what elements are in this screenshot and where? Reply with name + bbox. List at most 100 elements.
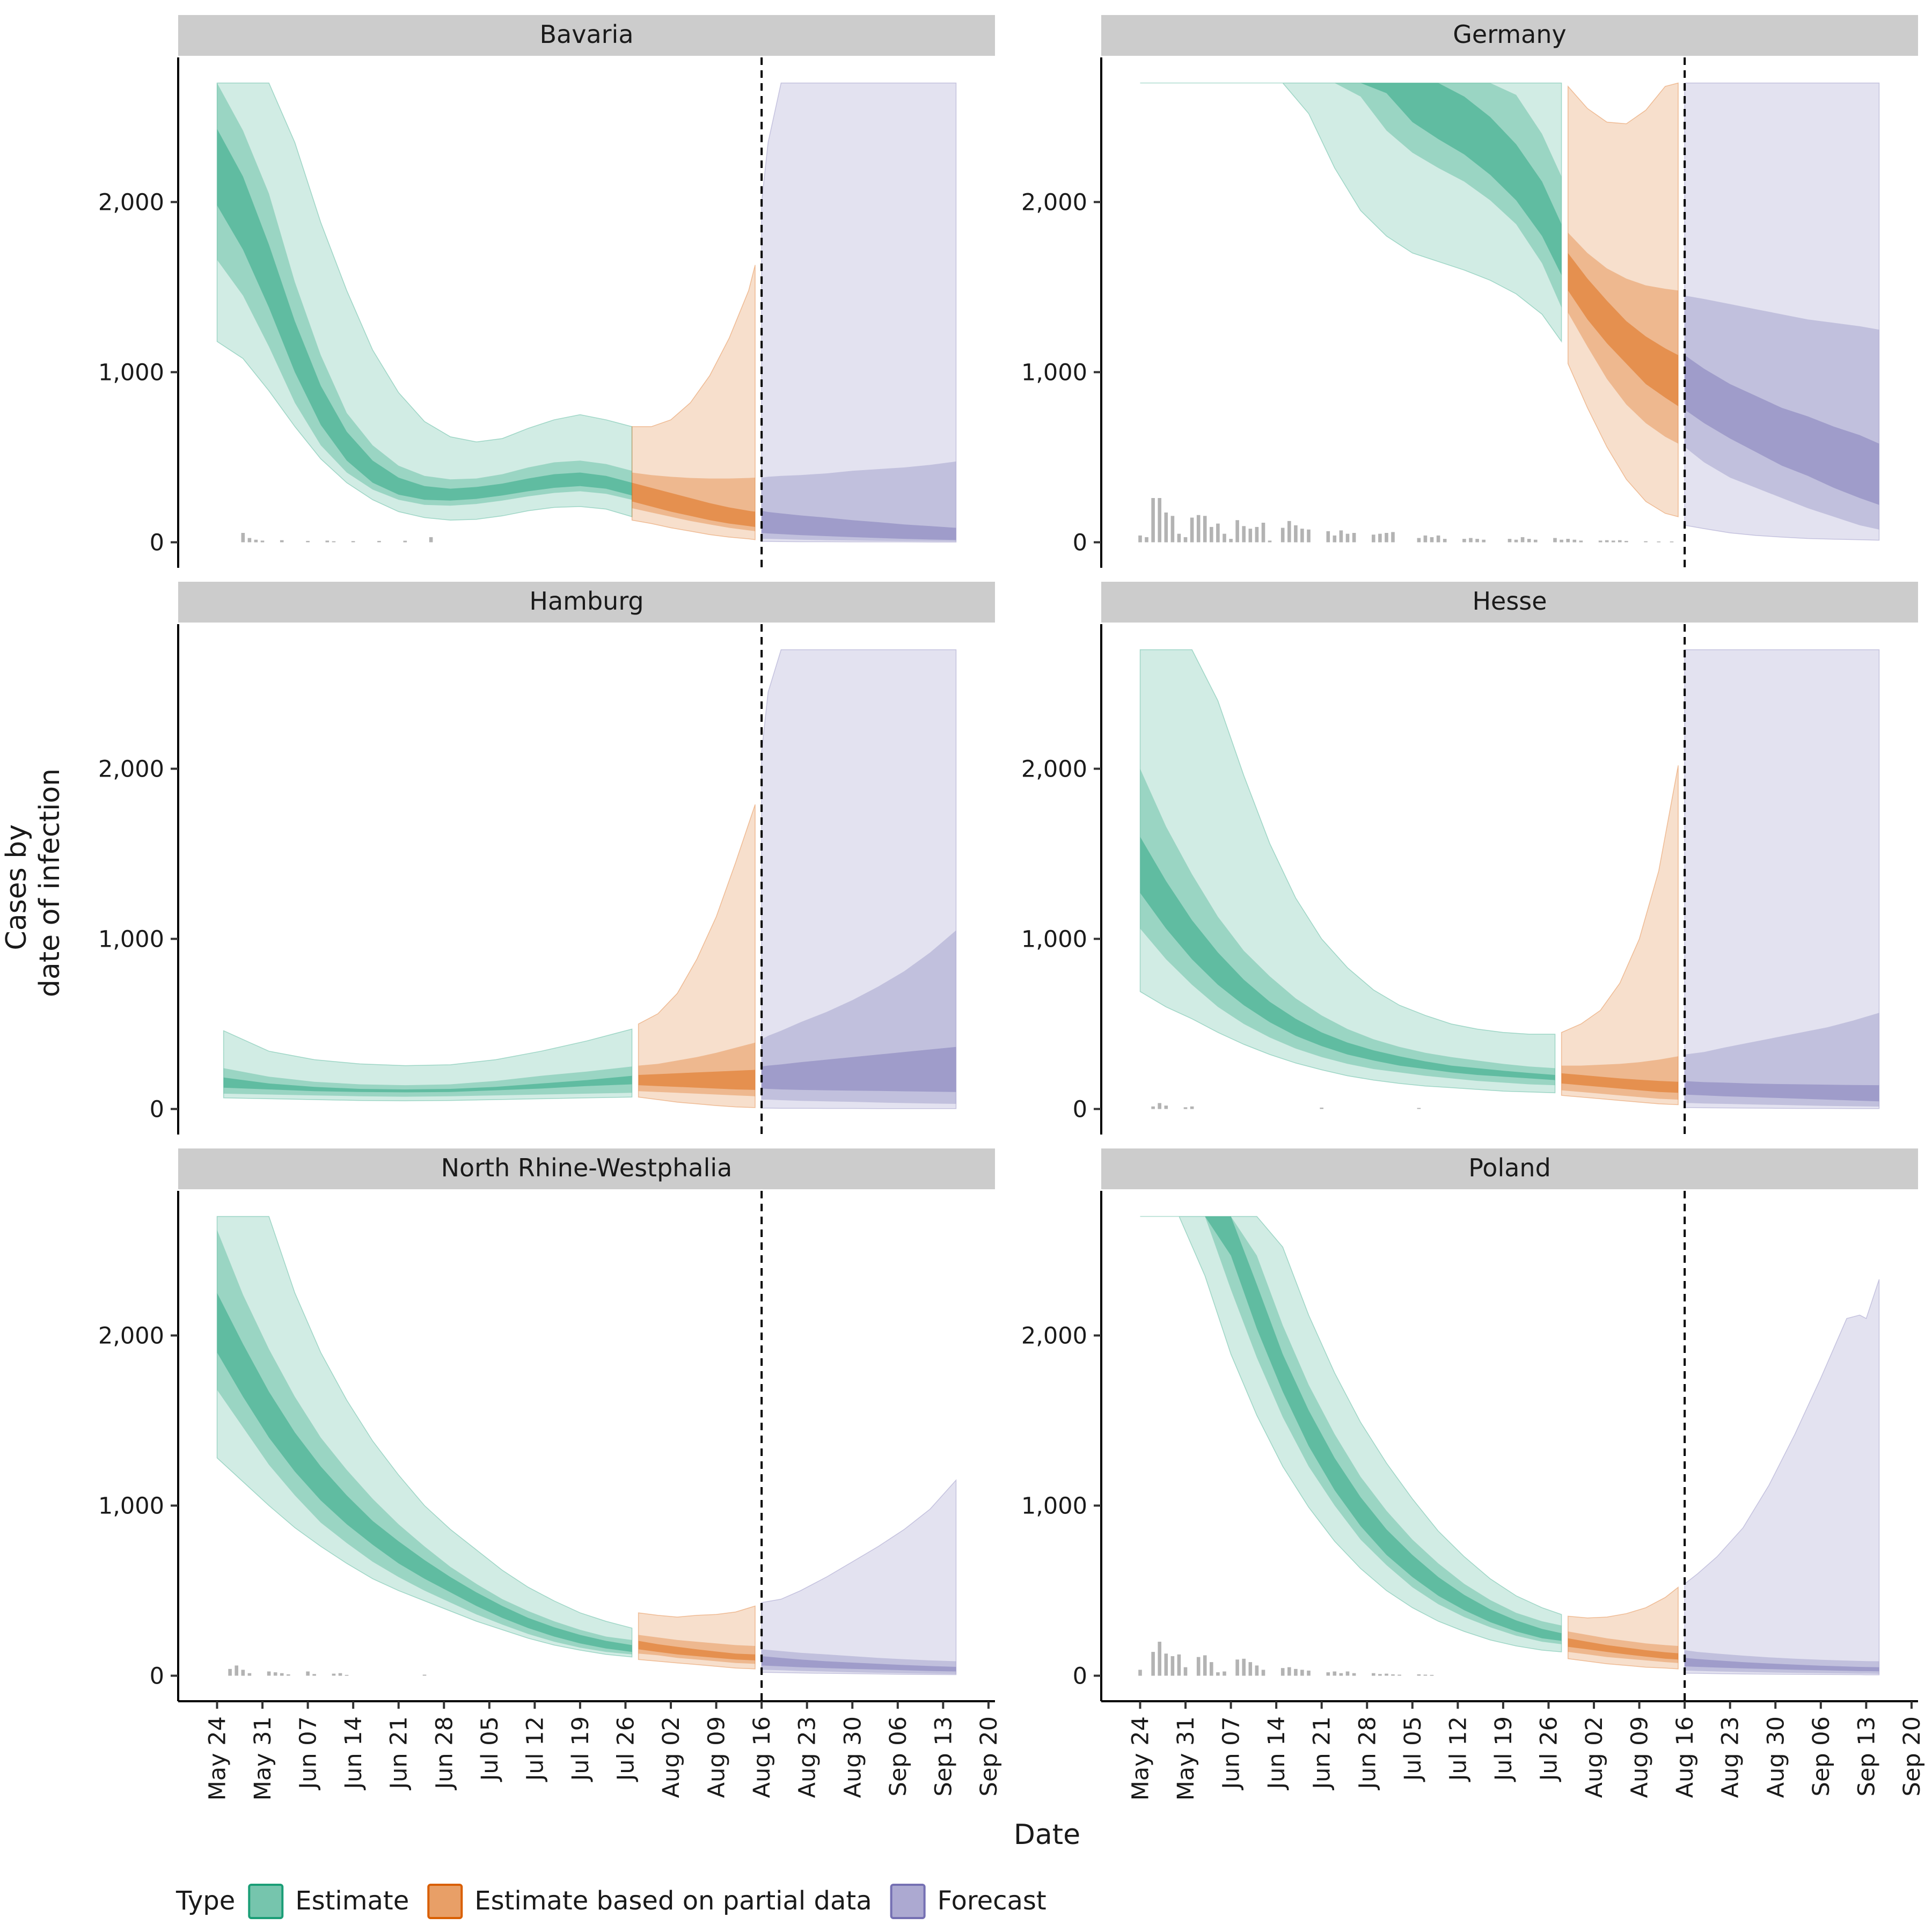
reported-case-bar [377,540,381,543]
reported-case-bar [1138,1670,1142,1676]
reported-case-bar [1618,540,1622,543]
reported-case-bar [1216,1672,1220,1676]
reported-case-bar [1151,498,1155,543]
reported-case-bar [1520,537,1525,543]
reported-case-bar [1216,523,1220,543]
reported-case-bar [325,540,330,543]
reported-case-bar [1436,535,1440,543]
outer-interval-band [1140,82,1562,343]
inner-interval-band [223,1075,632,1093]
facet-strip-germany [1101,15,1918,56]
outer-interval-band [216,1216,633,1658]
reported-case-bar [1372,535,1375,543]
reported-case-bar [1579,540,1583,543]
segment-forecast [761,1479,957,1675]
segment-estimate [216,1216,633,1658]
facet-germany: Germany 0 1,000 2,000 [1021,15,1918,568]
inner-interval-band [1140,83,1562,275]
reported-case-bar [1190,1106,1194,1109]
reported-case-bar [1307,1670,1311,1676]
inner-interval-band [1561,1073,1679,1093]
x-tick-label: Jun 07 [295,1716,322,1791]
y-tick-label: 0 [150,529,164,556]
reported-case-bar [1553,538,1557,543]
reported-case-bar [1514,539,1518,543]
y-tick-label: 1,000 [1021,1492,1087,1519]
reported-case-bar [1235,520,1239,543]
y-tick-label: 0 [1073,529,1087,556]
x-tick-label: Aug 30 [839,1716,866,1798]
middle-interval-band [217,1230,632,1655]
outer-interval-band [1684,1279,1880,1675]
reported-case-bar [1235,1659,1239,1676]
reported-case-bar [332,1673,336,1676]
y-tick-label: 0 [150,1096,164,1123]
facet-title: Bavaria [539,20,633,49]
reported-case-bar [1572,539,1577,543]
reported-case-bar [1391,532,1395,543]
reported-case-bar [1151,1106,1155,1109]
segment-estimate-based-on-partial-data [1567,1586,1679,1670]
x-tick-label: Aug 16 [1672,1716,1699,1798]
reported-case-bar [1170,1656,1175,1676]
x-tick-label: Sep 13 [1853,1716,1880,1796]
reported-case-bar [1333,535,1337,543]
legend: Type Estimate Estimate based on partial d… [175,1884,1046,1919]
reported-case-bar [1423,535,1428,543]
inner-interval-band [217,129,632,501]
y-tick-label: 2,000 [1021,756,1087,782]
reported-case-bar [1210,526,1213,543]
reported-case-bar [422,1674,427,1676]
reported-cases [1138,498,1674,543]
reported-case-bar [1605,540,1609,543]
middle-interval-band [1140,83,1562,308]
reported-case-bar [1391,1674,1395,1676]
middle-interval-band [762,1649,956,1674]
reported-case-bar [1560,539,1563,543]
reported-case-bar [1657,541,1661,543]
inner-interval-band [1685,1081,1879,1102]
inner-interval-band [762,1656,956,1672]
reported-case-bar [1242,1658,1246,1676]
facet-hesse: Hesse 0 1,000 2,000 [1021,582,1918,1135]
reported-case-bar [306,1671,310,1676]
legend-entry-estimate: Estimate [248,1884,409,1919]
x-tick-label: Aug 23 [794,1716,821,1798]
facet-title: Hamburg [529,587,643,616]
middle-interval-band [762,461,956,541]
reported-case-bar [1294,525,1298,543]
reported-case-bar [247,538,252,543]
reported-case-bar [273,1672,277,1676]
reported-case-bar [1158,1103,1161,1109]
x-tick-label: May 24 [204,1716,231,1801]
y-tick-label: 0 [1073,1663,1087,1689]
reported-case-bar [1183,1667,1188,1676]
facet-poland: Poland 0 1,000 2,000 May 24 May 31 Jun 07 Jun 1… [1021,1148,1926,1801]
x-axis-title: Date [1014,1819,1080,1851]
outer-interval-band [1567,82,1679,517]
reported-case-bar [1223,1671,1226,1676]
reported-case-bar [1287,521,1291,543]
reported-case-bar [1423,1674,1428,1676]
reported-case-bar [1385,533,1388,543]
reported-case-bar [1177,533,1181,543]
segment-estimate [1140,82,1562,343]
middle-interval-band [638,1635,756,1664]
inner-interval-band [217,1293,632,1652]
reported-case-bar [1268,540,1272,543]
x-tick-label: Sep 06 [1808,1716,1835,1796]
reported-case-bar [1566,539,1570,543]
reported-case-bar [1242,526,1246,543]
reported-case-bar [1352,533,1356,543]
inner-interval-band [1568,1638,1679,1660]
x-tick-label: Jul 26 [1536,1716,1563,1782]
x-tick-label: Jun 28 [431,1716,458,1791]
legend-label: Estimate [295,1886,409,1916]
outer-interval-band [761,649,957,1109]
reported-case-bar [260,540,265,543]
segment-estimate-based-on-partial-data [638,804,756,1108]
reported-case-bar [1280,1668,1285,1676]
legend-key [427,1884,463,1919]
reported-case-bar [1300,529,1304,543]
reported-cases [228,1665,427,1676]
